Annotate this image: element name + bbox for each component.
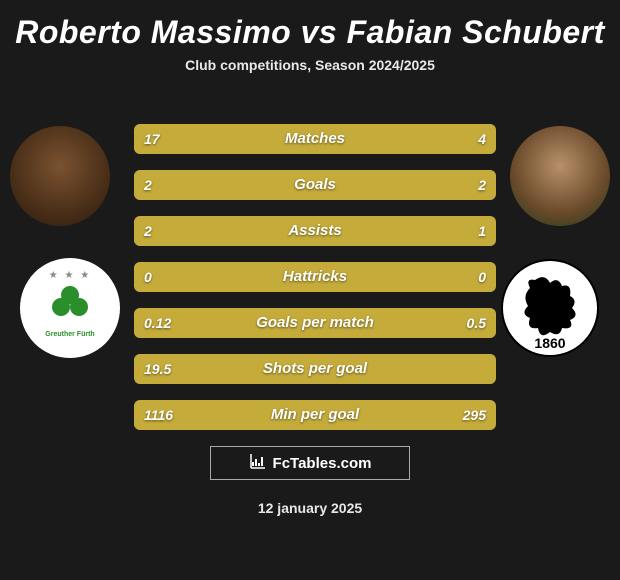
player-right-club-crest: 1860 bbox=[500, 258, 600, 358]
player-left-club-crest: ★ ★ ★ Greuther Fürth bbox=[20, 258, 120, 358]
stat-label: Shots per goal bbox=[134, 354, 496, 384]
stat-row: 00Hattricks bbox=[134, 262, 496, 292]
stat-row: 174Matches bbox=[134, 124, 496, 154]
stat-row: 1116295Min per goal bbox=[134, 400, 496, 430]
stat-label: Matches bbox=[134, 124, 496, 154]
stat-row: 22Goals bbox=[134, 170, 496, 200]
stats-bars: 174Matches 22Goals 21Assists 00Hattricks 0.1… bbox=[134, 124, 496, 446]
crest-stars-icon: ★ ★ ★ bbox=[49, 270, 91, 281]
player-right-avatar bbox=[510, 126, 610, 226]
brand-text: FcTables.com bbox=[273, 455, 372, 472]
stat-label: Goals per match bbox=[134, 308, 496, 338]
stat-label: Goals bbox=[134, 170, 496, 200]
stat-row: 19.5Shots per goal bbox=[134, 354, 496, 384]
svg-text:1860: 1860 bbox=[534, 335, 565, 351]
date-text: 12 january 2025 bbox=[0, 500, 620, 516]
player-left-avatar bbox=[10, 126, 110, 226]
crest-left-text: Greuther Fürth bbox=[45, 331, 94, 338]
stat-row: 0.120.5Goals per match bbox=[134, 308, 496, 338]
stat-label: Min per goal bbox=[134, 400, 496, 430]
player-right-face bbox=[510, 126, 610, 226]
stat-label: Assists bbox=[134, 216, 496, 246]
brand-badge[interactable]: FcTables.com bbox=[210, 446, 410, 480]
shamrock-icon bbox=[50, 288, 90, 328]
player-left-face bbox=[10, 126, 110, 226]
subtitle: Club competitions, Season 2024/2025 bbox=[0, 57, 620, 93]
page-title: Roberto Massimo vs Fabian Schubert bbox=[0, 0, 620, 57]
chart-icon bbox=[249, 452, 267, 474]
stat-row: 21Assists bbox=[134, 216, 496, 246]
lion-crest-icon: 1860 bbox=[500, 258, 600, 358]
stat-label: Hattricks bbox=[134, 262, 496, 292]
